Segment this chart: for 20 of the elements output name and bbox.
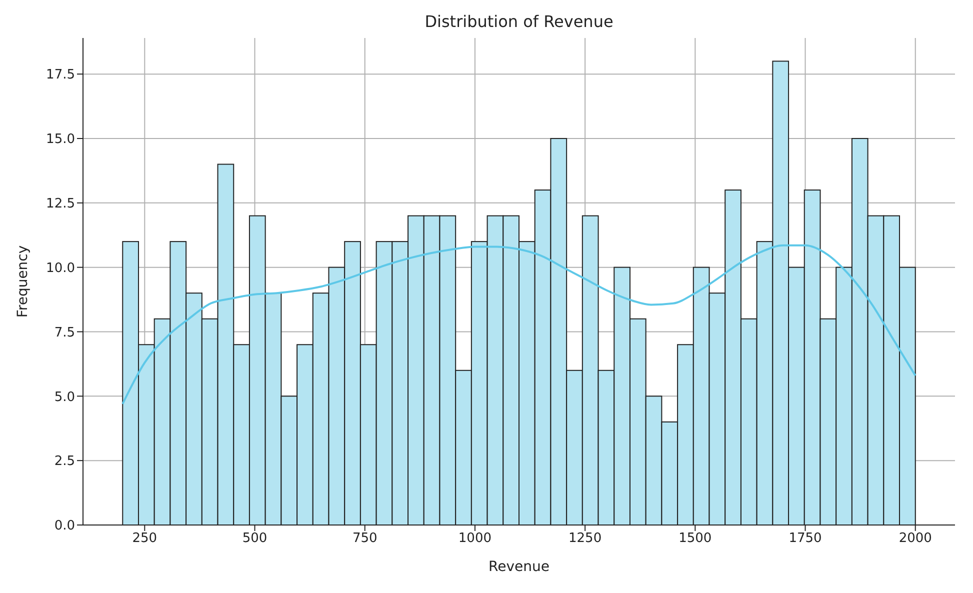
x-tick-label: 500 xyxy=(242,531,268,546)
x-tick-label: 1250 xyxy=(568,531,602,546)
y-tick-label: 2.5 xyxy=(54,454,75,470)
line-series xyxy=(122,244,916,405)
y-tick-label: 12.5 xyxy=(46,196,75,212)
x-tick-label: 2000 xyxy=(898,531,932,546)
x-tick-label: 1750 xyxy=(788,531,822,546)
y-tick-label: 0.0 xyxy=(54,518,75,534)
y-tick-label: 7.5 xyxy=(54,325,75,340)
chart-title: Distribution of Revenue xyxy=(424,12,614,31)
x-tick-label: 1500 xyxy=(678,531,712,546)
y-tick-label: 17.5 xyxy=(46,68,75,83)
y-tick-label: 10.0 xyxy=(46,260,75,276)
x-tick-label: 1000 xyxy=(458,531,492,546)
x-tick-label: 750 xyxy=(352,531,378,546)
x-axis-title: Revenue xyxy=(488,559,550,575)
y-tick-label: 15.0 xyxy=(46,132,75,148)
y-axis-title: Frequency xyxy=(14,245,31,318)
y-tick-label: 5.0 xyxy=(54,390,75,405)
x-tick-label: 250 xyxy=(132,531,158,546)
